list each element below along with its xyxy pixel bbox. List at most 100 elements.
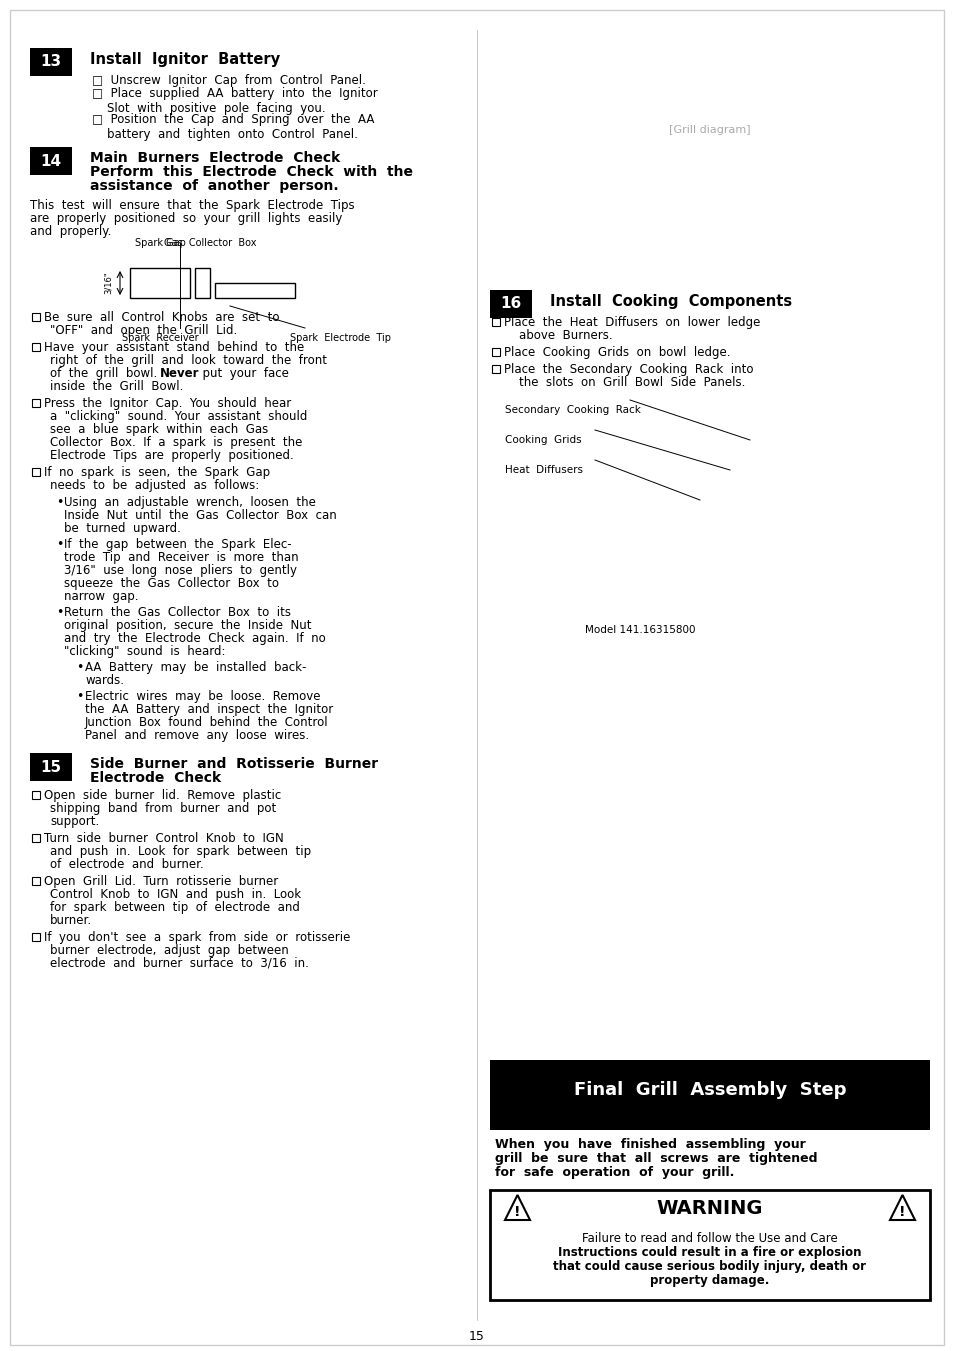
Text: Cooking  Grids: Cooking Grids bbox=[504, 435, 581, 444]
Text: Open  side  burner  lid.  Remove  plastic: Open side burner lid. Remove plastic bbox=[44, 789, 281, 802]
FancyBboxPatch shape bbox=[30, 49, 71, 76]
Text: shipping  band  from  burner  and  pot: shipping band from burner and pot bbox=[50, 802, 276, 815]
Text: Heat  Diffusers: Heat Diffusers bbox=[504, 465, 582, 476]
Text: □  Unscrew  Ignitor  Cap  from  Control  Panel.: □ Unscrew Ignitor Cap from Control Panel… bbox=[91, 74, 366, 86]
Text: Gas  Collector  Box: Gas Collector Box bbox=[164, 238, 256, 249]
Text: trode  Tip  and  Receiver  is  more  than: trode Tip and Receiver is more than bbox=[64, 551, 298, 563]
Text: [Grill diagram]: [Grill diagram] bbox=[668, 126, 750, 135]
Text: Spark  Receiver: Spark Receiver bbox=[122, 332, 198, 343]
Text: Instructions could result in a fire or explosion: Instructions could result in a fire or e… bbox=[558, 1246, 861, 1259]
Text: Electric  wires  may  be  loose.  Remove: Electric wires may be loose. Remove bbox=[85, 690, 320, 703]
Text: !: ! bbox=[899, 1205, 904, 1219]
Text: a  "clicking"  sound.  Your  assistant  should: a "clicking" sound. Your assistant shoul… bbox=[50, 409, 307, 423]
Text: squeeze  the  Gas  Collector  Box  to: squeeze the Gas Collector Box to bbox=[64, 577, 278, 590]
Text: right  of  the  grill  and  look  toward  the  front: right of the grill and look toward the f… bbox=[50, 354, 327, 367]
Text: 3/16"  use  long  nose  pliers  to  gently: 3/16" use long nose pliers to gently bbox=[64, 563, 296, 577]
Text: Final  Grill  Assembly  Step: Final Grill Assembly Step bbox=[573, 1081, 845, 1098]
Bar bbox=[492, 365, 499, 373]
Text: support.: support. bbox=[50, 815, 99, 828]
Text: WARNING: WARNING bbox=[656, 1198, 762, 1217]
Bar bbox=[32, 467, 40, 476]
Text: Collector  Box.  If  a  spark  is  present  the: Collector Box. If a spark is present the bbox=[50, 436, 302, 449]
Text: When  you  have  finished  assembling  your: When you have finished assembling your bbox=[495, 1138, 805, 1151]
Text: Electrode  Check: Electrode Check bbox=[90, 771, 221, 785]
Text: Panel  and  remove  any  loose  wires.: Panel and remove any loose wires. bbox=[85, 730, 309, 742]
Bar bbox=[32, 877, 40, 885]
Text: original  position,  secure  the  Inside  Nut: original position, secure the Inside Nut bbox=[64, 619, 312, 632]
Text: Turn  side  burner  Control  Knob  to  IGN: Turn side burner Control Knob to IGN bbox=[44, 832, 283, 844]
Text: narrow  gap.: narrow gap. bbox=[64, 590, 138, 603]
Polygon shape bbox=[889, 1196, 914, 1220]
Text: Spark Gap: Spark Gap bbox=[134, 238, 185, 249]
Text: Install  Ignitor  Battery: Install Ignitor Battery bbox=[90, 51, 280, 68]
Text: Failure to read and follow the Use and Care: Failure to read and follow the Use and C… bbox=[581, 1232, 837, 1246]
Bar bbox=[492, 317, 499, 326]
Text: •: • bbox=[56, 607, 63, 619]
Text: assistance  of  another  person.: assistance of another person. bbox=[90, 178, 338, 193]
Text: If  the  gap  between  the  Spark  Elec-: If the gap between the Spark Elec- bbox=[64, 538, 292, 551]
Text: property damage.: property damage. bbox=[650, 1274, 769, 1288]
Text: of  electrode  and  burner.: of electrode and burner. bbox=[50, 858, 204, 871]
Text: Place  the  Heat  Diffusers  on  lower  ledge: Place the Heat Diffusers on lower ledge bbox=[503, 316, 760, 330]
Text: Secondary  Cooking  Rack: Secondary Cooking Rack bbox=[504, 405, 640, 415]
Text: Side  Burner  and  Rotisserie  Burner: Side Burner and Rotisserie Burner bbox=[90, 757, 377, 771]
Text: Electrode  Tips  are  properly  positioned.: Electrode Tips are properly positioned. bbox=[50, 449, 294, 462]
Text: wards.: wards. bbox=[85, 674, 124, 688]
Bar bbox=[490, 1190, 929, 1300]
Text: If  no  spark  is  seen,  the  Spark  Gap: If no spark is seen, the Spark Gap bbox=[44, 466, 270, 480]
Text: Inside  Nut  until  the  Gas  Collector  Box  can: Inside Nut until the Gas Collector Box c… bbox=[64, 509, 336, 521]
Text: If  you  don't  see  a  spark  from  side  or  rotisserie: If you don't see a spark from side or ro… bbox=[44, 931, 350, 944]
Text: !: ! bbox=[514, 1205, 520, 1219]
Text: •: • bbox=[56, 538, 63, 551]
Text: Press  the  Ignitor  Cap.  You  should  hear: Press the Ignitor Cap. You should hear bbox=[44, 397, 291, 409]
Text: Install  Cooking  Components: Install Cooking Components bbox=[550, 295, 791, 309]
Text: that could cause serious bodily injury, death or: that could cause serious bodily injury, … bbox=[553, 1260, 865, 1273]
Polygon shape bbox=[504, 1196, 530, 1220]
Text: Open  Grill  Lid.  Turn  rotisserie  burner: Open Grill Lid. Turn rotisserie burner bbox=[44, 875, 278, 888]
Text: electrode  and  burner  surface  to  3/16  in.: electrode and burner surface to 3/16 in. bbox=[50, 957, 309, 970]
Text: be  turned  upward.: be turned upward. bbox=[64, 521, 181, 535]
Text: Have  your  assistant  stand  behind  to  the: Have your assistant stand behind to the bbox=[44, 340, 304, 354]
Text: Place  Cooking  Grids  on  bowl  ledge.: Place Cooking Grids on bowl ledge. bbox=[503, 346, 730, 359]
Text: Junction  Box  found  behind  the  Control: Junction Box found behind the Control bbox=[85, 716, 328, 730]
Text: grill  be  sure  that  all  screws  are  tightened: grill be sure that all screws are tighte… bbox=[495, 1152, 817, 1165]
Text: Main  Burners  Electrode  Check: Main Burners Electrode Check bbox=[90, 151, 340, 165]
Text: •: • bbox=[76, 690, 83, 703]
Text: Be  sure  all  Control  Knobs  are  set  to: Be sure all Control Knobs are set to bbox=[44, 311, 279, 324]
Text: burner  electrode,  adjust  gap  between: burner electrode, adjust gap between bbox=[50, 944, 289, 957]
Bar bbox=[32, 399, 40, 407]
Bar bbox=[32, 834, 40, 842]
Text: Spark  Electrode  Tip: Spark Electrode Tip bbox=[290, 332, 391, 343]
Bar bbox=[490, 1061, 929, 1129]
Bar bbox=[130, 267, 190, 299]
Text: the  slots  on  Grill  Bowl  Side  Panels.: the slots on Grill Bowl Side Panels. bbox=[503, 376, 744, 389]
Text: are  properly  positioned  so  your  grill  lights  easily: are properly positioned so your grill li… bbox=[30, 212, 342, 226]
Bar bbox=[32, 790, 40, 798]
Text: and  try  the  Electrode  Check  again.  If  no: and try the Electrode Check again. If no bbox=[64, 632, 325, 644]
Text: 15: 15 bbox=[469, 1329, 484, 1343]
Bar bbox=[32, 343, 40, 351]
Text: needs  to  be  adjusted  as  follows:: needs to be adjusted as follows: bbox=[50, 480, 259, 492]
Text: 15: 15 bbox=[40, 759, 62, 774]
Text: Model 141.16315800: Model 141.16315800 bbox=[584, 626, 695, 635]
Text: the  AA  Battery  and  inspect  the  Ignitor: the AA Battery and inspect the Ignitor bbox=[85, 703, 333, 716]
Text: 16: 16 bbox=[500, 296, 521, 312]
Text: and  push  in.  Look  for  spark  between  tip: and push in. Look for spark between tip bbox=[50, 844, 311, 858]
Text: Control  Knob  to  IGN  and  push  in.  Look: Control Knob to IGN and push in. Look bbox=[50, 888, 301, 901]
Text: for  spark  between  tip  of  electrode  and: for spark between tip of electrode and bbox=[50, 901, 299, 915]
Text: 13: 13 bbox=[40, 54, 62, 69]
Text: □  Position  the  Cap  and  Spring  over  the  AA
    battery  and  tighten  ont: □ Position the Cap and Spring over the A… bbox=[91, 113, 374, 141]
Text: see  a  blue  spark  within  each  Gas: see a blue spark within each Gas bbox=[50, 423, 268, 436]
Text: •: • bbox=[56, 496, 63, 509]
Text: AA  Battery  may  be  installed  back-: AA Battery may be installed back- bbox=[85, 661, 306, 674]
Bar bbox=[32, 934, 40, 942]
Text: 14: 14 bbox=[40, 154, 62, 169]
Text: above  Burners.: above Burners. bbox=[503, 330, 612, 342]
Text: inside  the  Grill  Bowl.: inside the Grill Bowl. bbox=[50, 380, 183, 393]
FancyBboxPatch shape bbox=[30, 147, 71, 176]
Text: Perform  this  Electrode  Check  with  the: Perform this Electrode Check with the bbox=[90, 165, 413, 178]
Text: put  your  face: put your face bbox=[194, 367, 289, 380]
Text: "clicking"  sound  is  heard:: "clicking" sound is heard: bbox=[64, 644, 225, 658]
FancyBboxPatch shape bbox=[30, 753, 71, 781]
Text: Never: Never bbox=[160, 367, 199, 380]
